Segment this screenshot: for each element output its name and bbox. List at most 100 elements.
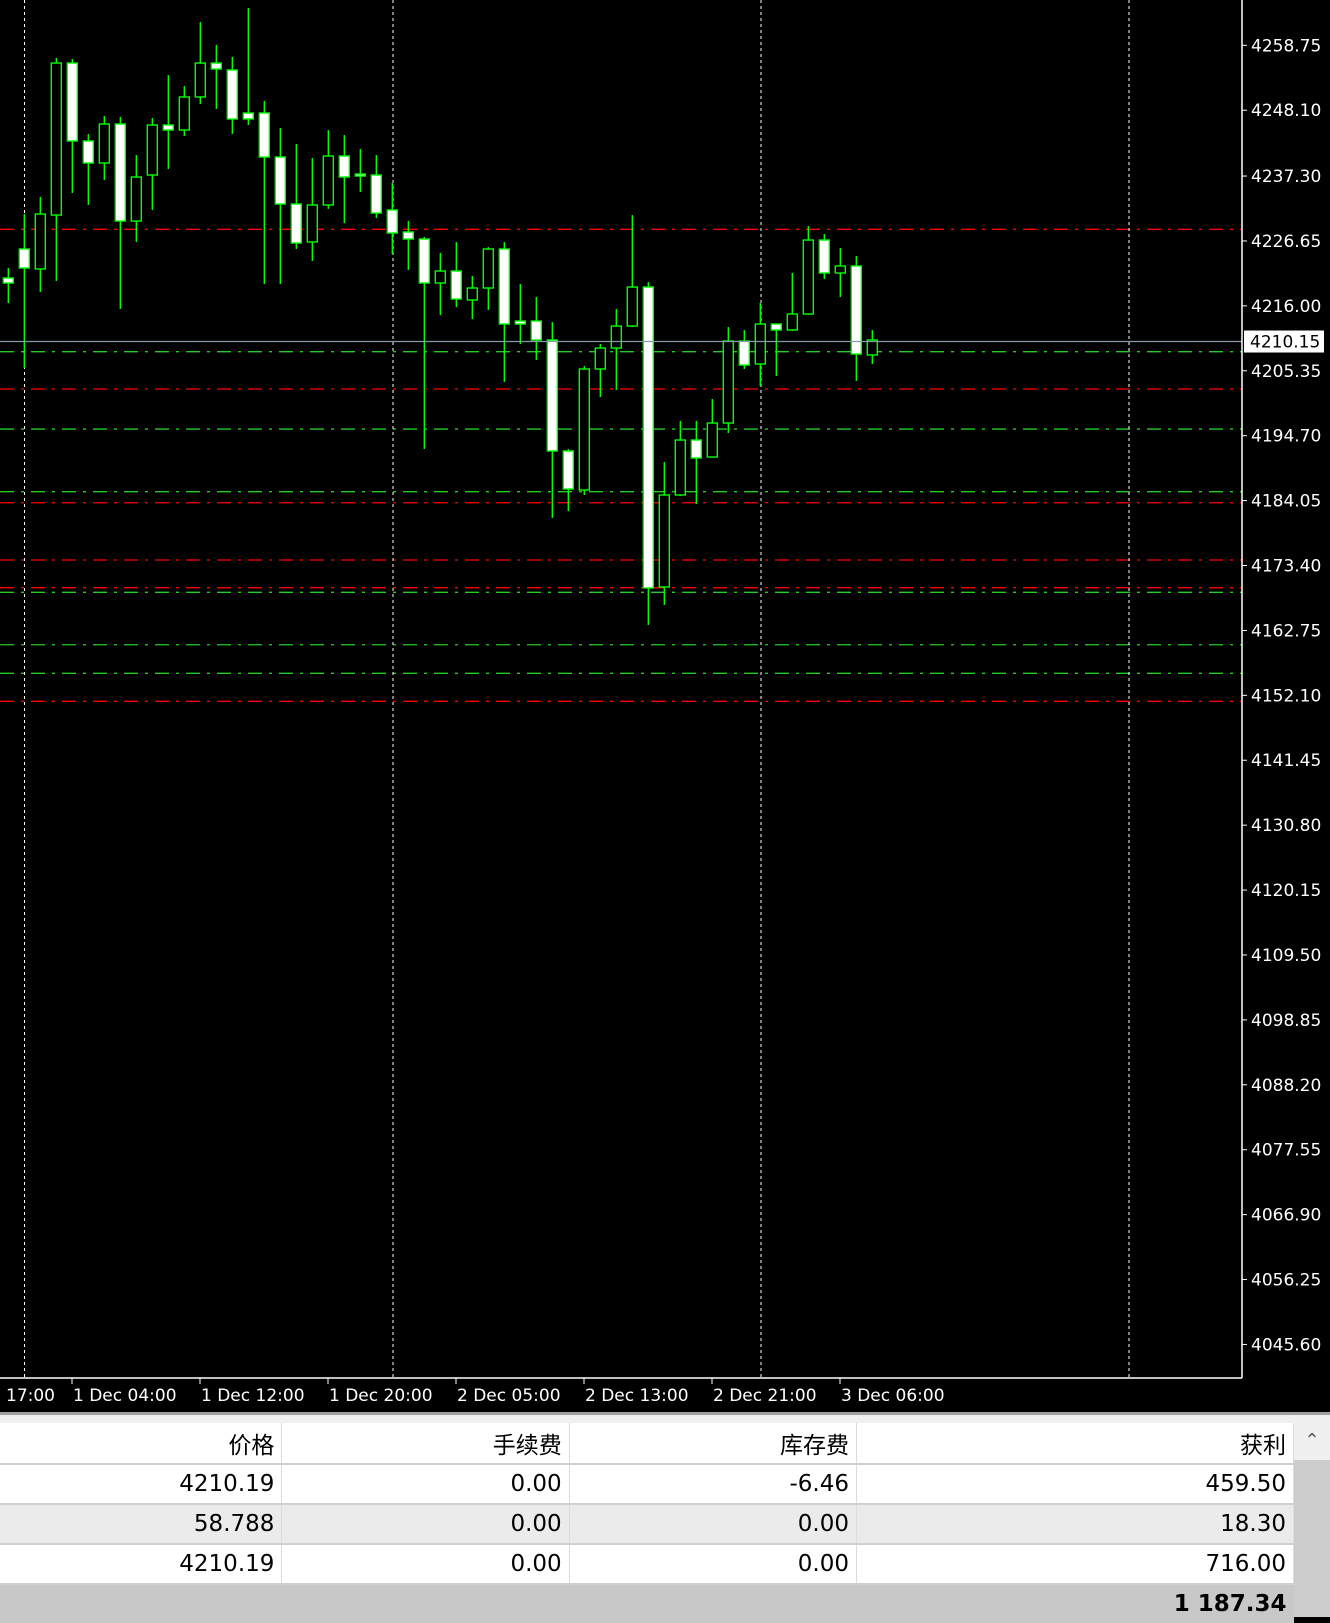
candle-body <box>482 248 494 289</box>
candle <box>770 323 782 377</box>
candle <box>450 241 462 308</box>
candle-body <box>434 270 446 284</box>
candle-body <box>802 239 814 315</box>
candle <box>114 117 127 310</box>
candle <box>418 236 430 450</box>
time-tick-label: 1 Dec 12:00 <box>201 1386 305 1406</box>
positions-table: 价格 手续费 库存费 获利 4210.19 0.00 -6.46 459.50 … <box>0 1423 1294 1623</box>
candle-body <box>866 339 878 356</box>
candle-body <box>130 176 143 222</box>
candle <box>738 329 750 370</box>
header-commission[interactable]: 手续费 <box>281 1423 570 1465</box>
price-chart[interactable]: 4258.75 4248.10 4237.30 4226.65 4216.00 4205.… <box>0 0 1330 1412</box>
table-row[interactable]: 58.788 0.00 0.00 18.30 <box>0 1504 1294 1545</box>
price-tick-label: 4173.40 <box>1251 557 1321 577</box>
candle-body <box>578 368 590 491</box>
table-row[interactable]: 4210.19 0.00 -6.46 459.50 <box>0 1464 1294 1505</box>
time-axis: 17:00 1 Dec 04:00 1 Dec 12:00 1 Dec 20:00 2 … <box>6 1378 945 1406</box>
price-tick-label: 4216.00 <box>1251 297 1321 317</box>
candle-body <box>418 238 430 284</box>
candle-body <box>274 156 286 205</box>
candle-body <box>146 124 159 176</box>
price-tick-label: 4205.35 <box>1251 362 1321 382</box>
time-tick-label: 3 Dec 06:00 <box>841 1386 945 1406</box>
candle <box>226 57 239 135</box>
candle <box>18 214 30 369</box>
header-price[interactable]: 价格 <box>0 1423 283 1465</box>
candle <box>50 58 62 281</box>
candle <box>530 297 542 361</box>
candle <box>386 182 398 254</box>
candle-body <box>722 340 734 424</box>
candle <box>594 344 606 398</box>
candle <box>674 420 686 497</box>
candle-body <box>530 320 542 341</box>
price-tick-label: 4141.45 <box>1251 751 1321 771</box>
candle-body <box>242 112 255 120</box>
candle <box>658 462 670 606</box>
candle <box>562 449 574 512</box>
cell-commission: 0.00 <box>281 1464 570 1505</box>
scrollbar-thumb[interactable] <box>1294 1460 1330 1617</box>
candle-body <box>82 140 95 164</box>
price-tick-label: 4120.15 <box>1251 881 1321 901</box>
candle-body <box>514 320 526 325</box>
candle <box>690 420 702 505</box>
price-tick-label: 4226.65 <box>1251 232 1321 252</box>
cell-commission: 0.00 <box>281 1504 570 1545</box>
price-tick-label: 4194.70 <box>1251 427 1321 447</box>
candle-body <box>850 265 862 355</box>
candle <box>82 134 95 205</box>
price-tick-label: 4152.10 <box>1251 686 1321 706</box>
candle <box>242 7 255 126</box>
total-row: 1 187.34 <box>0 1584 1294 1623</box>
candle <box>66 59 79 194</box>
candle <box>626 215 638 328</box>
time-tick-label: 2 Dec 05:00 <box>457 1386 561 1406</box>
candle <box>98 116 111 180</box>
candle-body <box>834 265 846 274</box>
time-tick-label: 17:00 <box>6 1386 55 1406</box>
candle <box>546 322 558 519</box>
cell-profit: 459.50 <box>856 1464 1294 1505</box>
candle <box>610 309 622 391</box>
candle-body <box>66 62 79 142</box>
candle-body <box>226 69 239 120</box>
candle-body <box>370 174 382 214</box>
candle <box>498 241 510 382</box>
cell-swap: 0.00 <box>569 1504 858 1545</box>
bid-price-label: 4210.15 <box>1244 330 1324 353</box>
candle <box>514 284 526 345</box>
header-profit[interactable]: 获利 <box>856 1423 1294 1465</box>
bid-price-text: 4210.15 <box>1250 333 1320 353</box>
price-tick-label: 4237.30 <box>1251 167 1321 187</box>
candle <box>34 197 46 293</box>
price-tick-label: 4088.20 <box>1251 1076 1321 1096</box>
table-row[interactable]: 4210.19 0.00 0.00 716.00 <box>0 1544 1294 1585</box>
price-tick-label: 4184.05 <box>1251 492 1321 512</box>
candle-body <box>674 439 686 496</box>
chevron-up-icon[interactable]: ⌃ <box>1304 1430 1320 1451</box>
candle-body <box>386 209 398 234</box>
candle-body <box>18 248 30 269</box>
candle-body <box>466 287 478 301</box>
vertical-scrollbar[interactable]: ⌃ <box>1294 1423 1330 1617</box>
candle <box>370 155 382 219</box>
cell-swap: -6.46 <box>569 1464 858 1505</box>
candle <box>290 144 302 249</box>
candle-body <box>786 313 798 331</box>
time-tick-label: 1 Dec 04:00 <box>73 1386 177 1406</box>
candle-body <box>306 204 318 243</box>
candle-body <box>34 213 46 270</box>
candle <box>210 44 223 109</box>
price-tick-label: 4098.85 <box>1251 1011 1321 1031</box>
price-tick-label: 4248.10 <box>1251 101 1321 121</box>
candle-body <box>658 494 670 588</box>
candle-body <box>162 124 175 131</box>
header-swap[interactable]: 库存费 <box>569 1423 858 1465</box>
candle <box>130 155 143 242</box>
price-tick-label: 4130.80 <box>1251 816 1321 836</box>
candle-body <box>402 231 414 240</box>
candle <box>818 234 830 280</box>
candle-body <box>754 323 766 365</box>
